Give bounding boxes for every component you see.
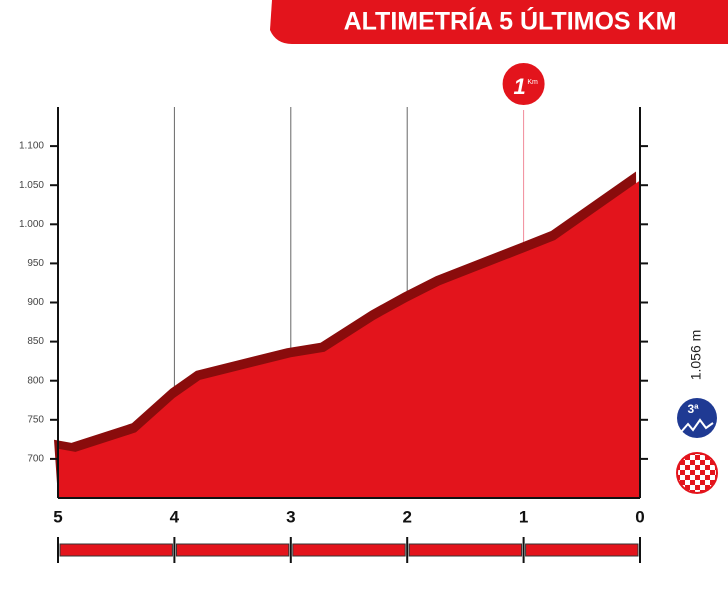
y-tick-label: 1.000 [19, 219, 44, 230]
mountain-icon [680, 418, 714, 433]
title-banner [270, 0, 728, 44]
y-tick-label: 850 [27, 336, 44, 347]
finish-altitude: 1.056 m [688, 330, 704, 381]
plot: 5 4 3 2 1 0 700 750 800 850 900 950 1.000 1.050 1.100 1… [19, 61, 648, 563]
chart-title: ALTIMETRÍA 5 ÚLTIMOS KM [344, 6, 677, 36]
km-segment [175, 543, 290, 557]
x-tick-label: 2 [402, 507, 411, 526]
km-segment [59, 543, 173, 557]
y-tick-label: 1.100 [19, 141, 44, 152]
y-tick-label: 750 [27, 414, 44, 425]
km-segment [408, 543, 523, 557]
y-tick-label: 800 [27, 375, 44, 386]
last-km-badge [500, 61, 547, 107]
km-segment [292, 543, 406, 557]
y-tick-label: 950 [27, 258, 44, 269]
x-tick-label: 5 [53, 507, 62, 526]
last-km-number: 1 [513, 74, 525, 99]
profile-area [58, 180, 640, 498]
last-km-unit: Km [527, 79, 538, 86]
x-tick-label: 4 [170, 507, 180, 526]
x-tick-label: 0 [635, 507, 644, 526]
y-tick-label: 1.050 [19, 180, 44, 191]
y-tick-label: 900 [27, 297, 44, 308]
km-segment [525, 543, 639, 557]
category-label: 3ª [687, 402, 699, 416]
y-tick-label: 700 [27, 454, 44, 465]
x-tick-label: 3 [286, 507, 295, 526]
x-tick-label: 1 [519, 507, 528, 526]
finish-flag [676, 452, 718, 494]
